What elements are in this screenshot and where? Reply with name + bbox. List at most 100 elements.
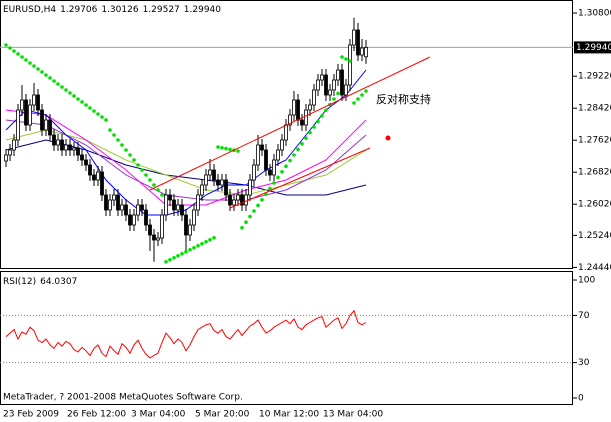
sar-dot (288, 158, 292, 163)
sar-dot (64, 88, 68, 92)
sar-dot (256, 203, 260, 208)
candle-body (240, 194, 244, 206)
annotation: 反对称支持 (376, 92, 431, 106)
sar-dot (224, 146, 228, 151)
candle-body (236, 194, 240, 201)
candle-body (148, 224, 152, 236)
candle-body (12, 139, 16, 151)
sar-dot (364, 89, 368, 93)
rsi-header: RSI(12) 64.0307 (3, 277, 77, 287)
sar-dot (48, 76, 52, 80)
candle-body (192, 209, 196, 226)
candle-body (28, 104, 32, 126)
candle-body (296, 99, 300, 121)
sar-dot (188, 248, 192, 252)
candle-body (336, 69, 340, 81)
sar-dot (164, 260, 168, 264)
candle-body (136, 204, 140, 216)
sar-dot (84, 103, 88, 107)
candle-body (316, 79, 320, 91)
sar-dot (116, 138, 120, 142)
sar-dot (204, 240, 208, 244)
candle-body (248, 179, 252, 196)
sar-dot (184, 250, 188, 254)
sar-dot (156, 188, 160, 192)
y-tick-label: 1.30800 (578, 9, 611, 19)
quote-low: 1.29527 (143, 5, 180, 15)
sar-dot (304, 136, 308, 140)
annotation-point (385, 135, 391, 141)
sar-dot (324, 108, 328, 112)
candle-body (312, 89, 316, 106)
sar-dot (340, 55, 344, 59)
quote-open: 1.29706 (60, 5, 97, 15)
candle-body (172, 199, 176, 211)
candle-body (104, 194, 108, 211)
sar-dot (356, 97, 360, 101)
sar-dot (36, 67, 40, 71)
y-tick-label: 70 (578, 311, 590, 321)
y-tick-label: 1.28420 (578, 104, 611, 114)
candle-body (80, 154, 84, 161)
sar-dot (104, 118, 108, 122)
sar-dot (28, 61, 32, 65)
sar-dot (276, 175, 280, 180)
sar-dot (208, 238, 212, 242)
sar-dot (344, 57, 348, 61)
sar-dot (148, 178, 152, 182)
x-tick-label: 13 Mar 04:00 (323, 410, 383, 420)
sar-dot (212, 236, 216, 240)
sar-dot (76, 97, 80, 101)
sar-dot (8, 46, 12, 50)
candle-body (220, 179, 224, 186)
candle-body (320, 74, 324, 81)
y-tick-label: 1.26820 (578, 168, 611, 178)
sar-dot (312, 125, 316, 129)
sar-dot (68, 91, 72, 95)
sar-dot (60, 85, 64, 89)
candle-body (168, 194, 172, 201)
sar-dot (108, 128, 112, 132)
sar-dot (244, 220, 248, 224)
sar-dot (296, 147, 300, 152)
candle-body (256, 144, 260, 166)
candle-body (280, 139, 284, 151)
candle-body (184, 214, 188, 236)
sar-dot (316, 119, 320, 124)
sar-dot (336, 91, 340, 96)
sar-dot (88, 106, 92, 110)
sar-dot (132, 158, 136, 162)
y-tick-label: 30 (578, 358, 590, 368)
candle-body (72, 147, 76, 151)
y-tick-label: 1.26020 (578, 200, 611, 210)
candle-body (268, 169, 272, 176)
candle-body (340, 69, 344, 96)
sar-dot (52, 79, 56, 83)
candle-body (60, 139, 64, 151)
candle-body (52, 134, 56, 146)
sar-dot (140, 168, 144, 172)
sar-dot (124, 148, 128, 152)
sar-dot (308, 130, 312, 135)
candle-body (204, 174, 208, 186)
candle-body (100, 171, 104, 196)
y-tick-label: 100 (578, 276, 595, 286)
candle-body (36, 94, 40, 111)
x-tick-label: 10 Mar 12:00 (259, 410, 319, 420)
candle-body (300, 119, 304, 126)
candle-body (16, 109, 20, 141)
x-tick-label: 3 Mar 04:00 (131, 410, 186, 420)
sar-dot (360, 93, 364, 97)
candle-body (68, 144, 72, 151)
sar-dot (136, 163, 140, 167)
candle-body (20, 99, 24, 111)
y-tick-label: 1.29220 (578, 72, 611, 82)
candle-body (48, 119, 52, 136)
candle-body (144, 209, 148, 226)
candle-body (328, 89, 332, 96)
sar-dot (72, 94, 76, 98)
candle-body (108, 199, 112, 211)
price-panel (0, 0, 573, 269)
candle-body (344, 84, 348, 96)
sar-dot (192, 246, 196, 250)
